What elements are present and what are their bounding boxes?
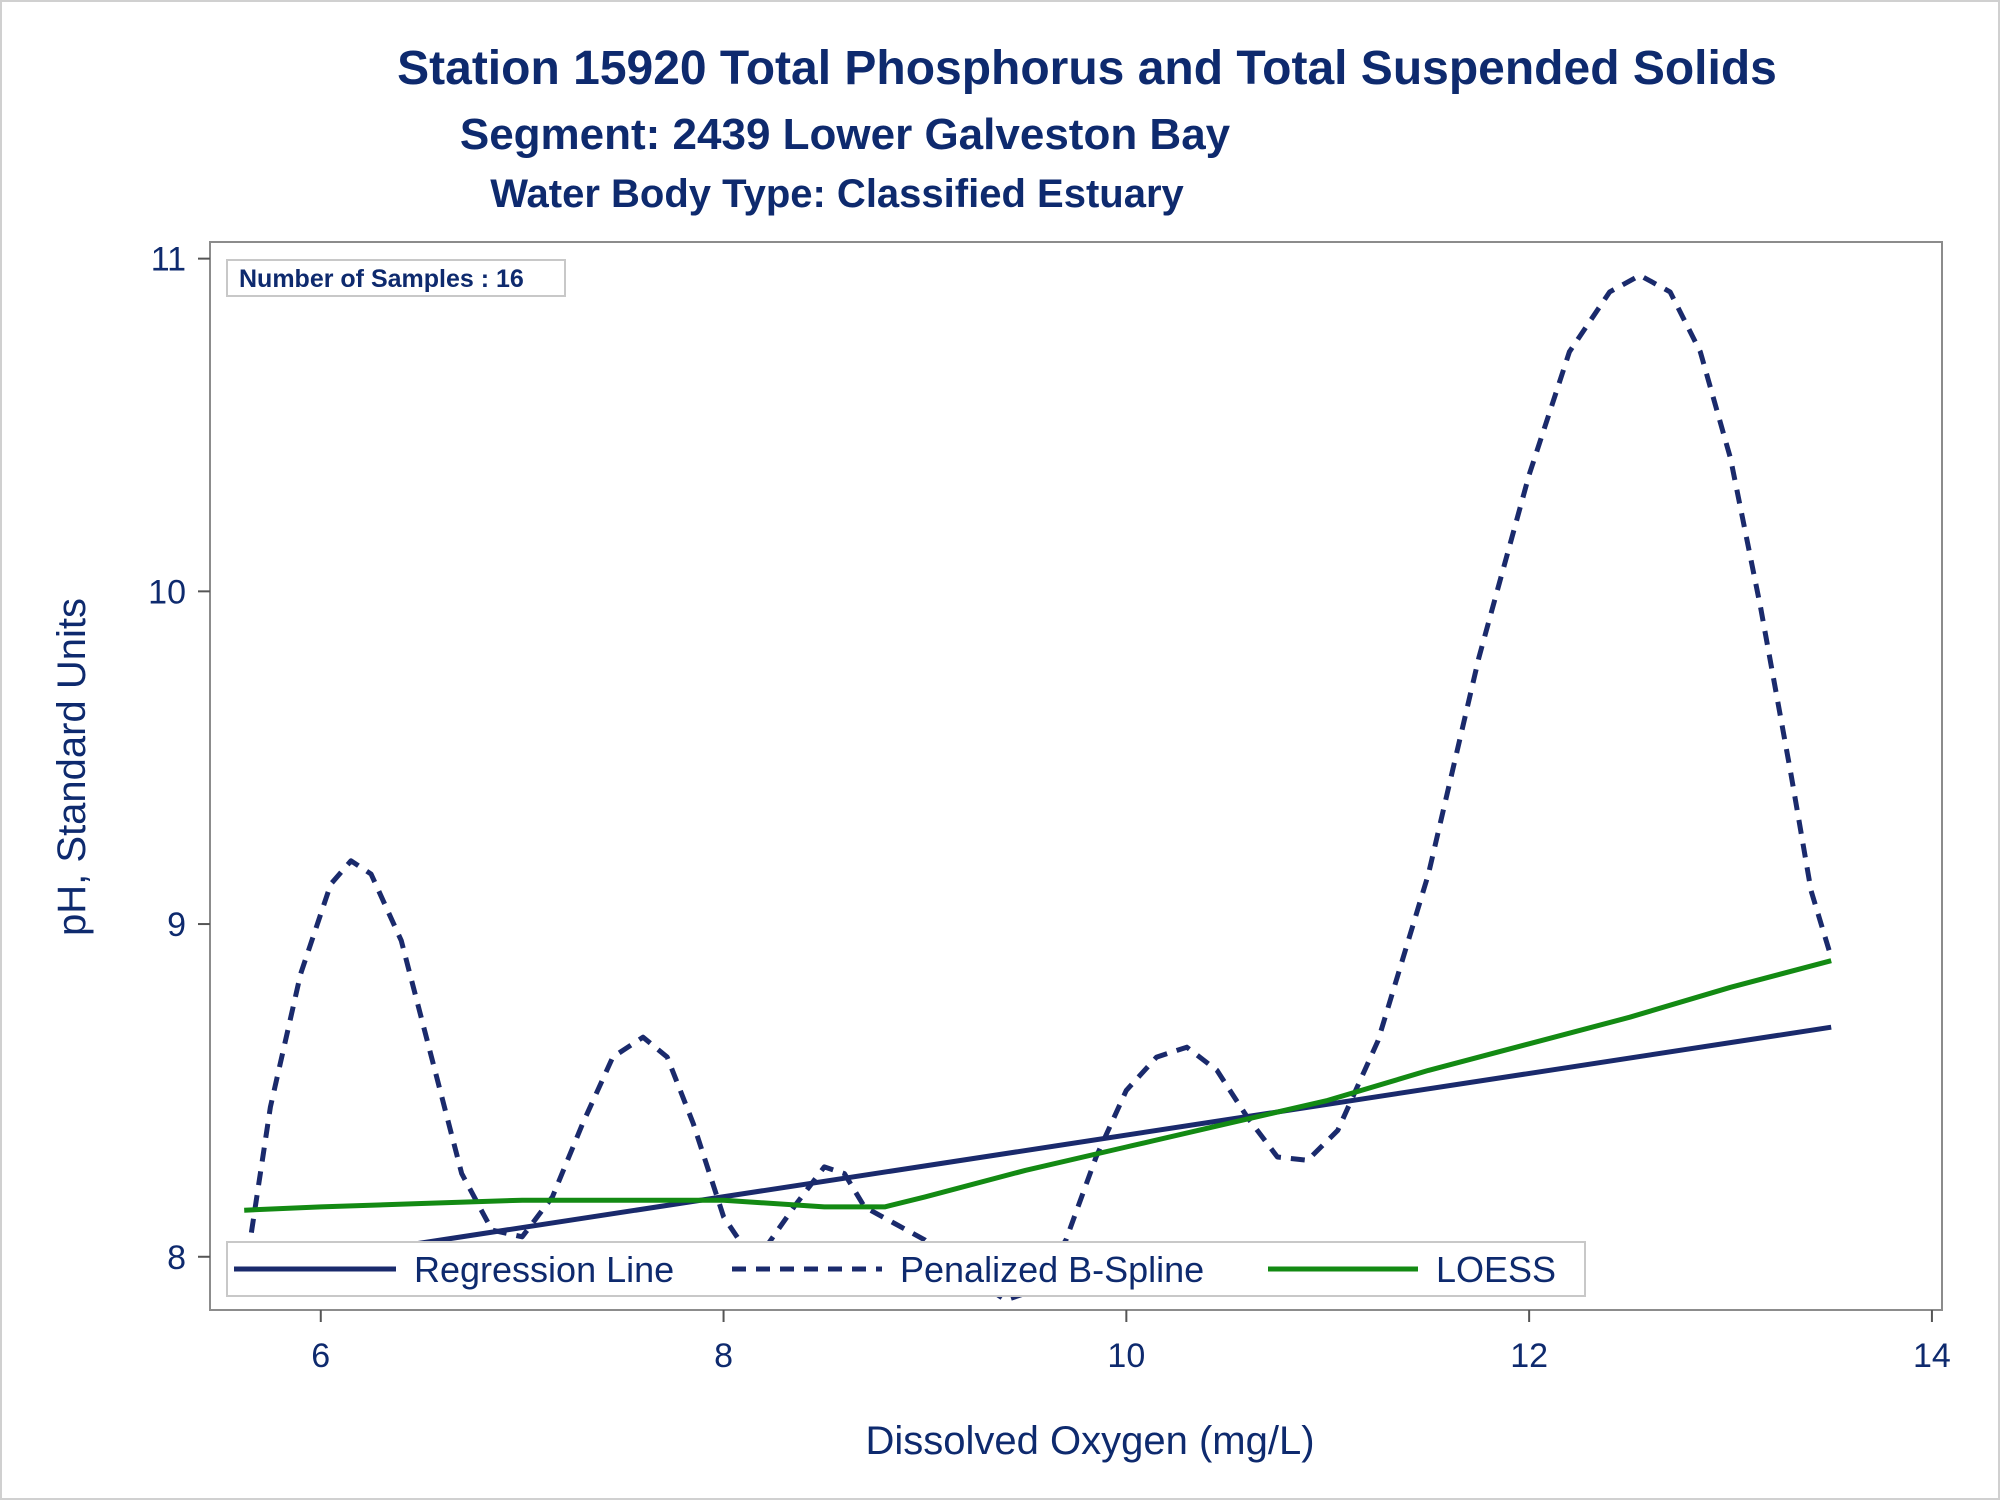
penalized-b-spline-line (241, 272, 1834, 1303)
loess-line (244, 958, 1832, 1213)
chart-subtitle-2: Water Body Type: Classified Estuary (490, 172, 1184, 216)
y-tick-label-1: 9 (167, 906, 186, 944)
chart-title: Station 15920 Total Phosphorus and Total… (397, 42, 1777, 95)
y-axis-label: pH, Standard Units (50, 598, 94, 936)
regression-line (243, 1024, 1832, 1273)
x-tick-label-3: 12 (1510, 1337, 1548, 1375)
x-axis-label: Dissolved Oxygen (mg/L) (865, 1419, 1314, 1463)
chart-subtitle: Segment: 2439 Lower Galveston Bay (460, 110, 1231, 159)
plot-border (209, 241, 1943, 1311)
legend-label-spline: Penalized B-Spline (900, 1249, 1204, 1290)
x-tick-label-4: 14 (1913, 1337, 1951, 1375)
x-tick-label-1: 8 (714, 1337, 733, 1375)
sample-count-label: Number of Samples : 16 (239, 265, 524, 293)
y-tick-label-2: 10 (148, 573, 186, 611)
plot-area: 6 8 10 12 14 8 9 10 11 (148, 241, 1951, 1375)
sample-count-box (226, 259, 566, 297)
legend-label-loess: LOESS (1436, 1249, 1556, 1290)
y-tick-label-3: 11 (151, 241, 186, 279)
legend-label-regression: Regression Line (414, 1249, 674, 1290)
legend: Regression Line Penalized B-Spline LOESS (226, 1241, 1586, 1297)
y-tick-label-0: 8 (167, 1239, 186, 1277)
x-tick-label-2: 10 (1107, 1337, 1145, 1375)
x-tick-label-0: 6 (311, 1337, 330, 1375)
